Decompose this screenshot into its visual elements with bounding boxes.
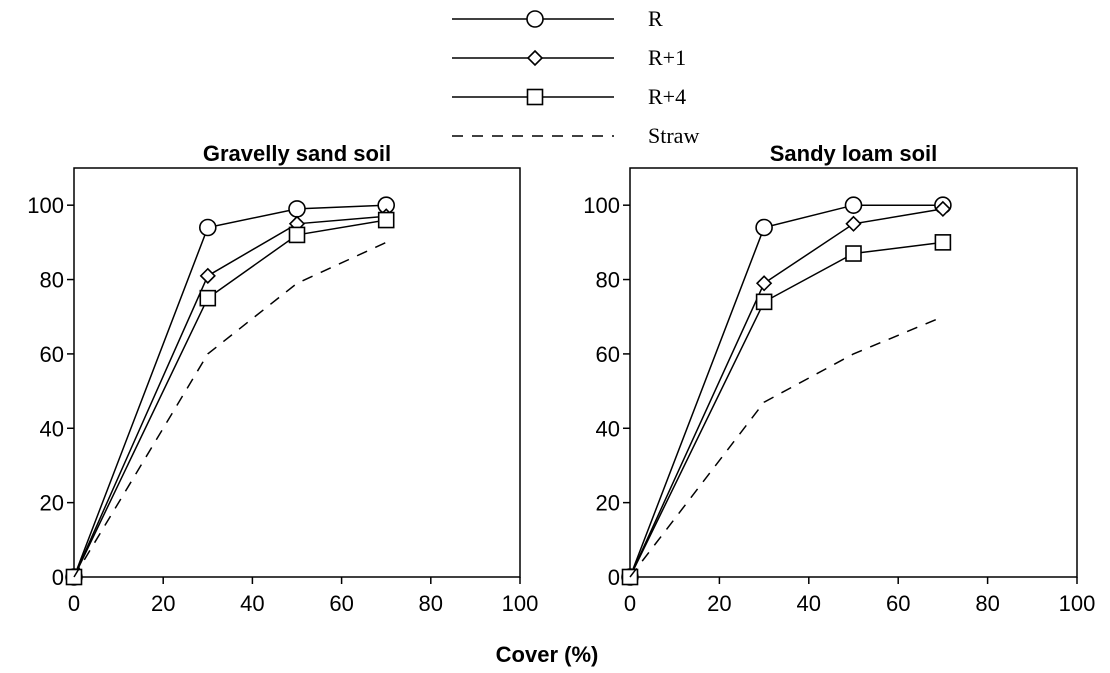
x-tick-label: 60: [886, 591, 910, 616]
series-line-r: [73, 204, 387, 578]
chart-panel-gravelly-sand: Gravelly sand soil 0 20 40 60 80 100 0 20 40 60 80 1…: [27, 141, 538, 616]
data-point-rplus1: [934, 200, 952, 218]
y-tick-label: 60: [40, 342, 64, 367]
data-point-r: [199, 218, 217, 237]
series-line-r: [629, 204, 943, 578]
legend-label-straw: Straw: [648, 123, 699, 148]
legend-label-rplus4: R+4: [648, 84, 686, 109]
data-point-r: [755, 218, 773, 237]
data-point-rplus4: [288, 226, 306, 244]
x-tick-label: 100: [502, 591, 539, 616]
series-line-rplus4: [629, 241, 943, 578]
y-tick-label: 0: [52, 565, 64, 590]
x-tick-label: 0: [624, 591, 636, 616]
x-tick-label: 40: [797, 591, 821, 616]
data-point-rplus1: [755, 275, 773, 292]
y-tick-label: 40: [596, 416, 620, 441]
x-tick-label: 0: [68, 591, 80, 616]
data-point-rplus1: [845, 215, 862, 232]
series-line-straw: [73, 241, 387, 578]
legend-label-r: R: [648, 6, 663, 31]
x-tick-label: 100: [1059, 591, 1096, 616]
shared-x-axis-label: Cover (%): [496, 642, 599, 667]
legend-marker-rplus4: [526, 88, 544, 106]
y-tick-label: 80: [596, 268, 620, 293]
x-tick-label: 40: [240, 591, 264, 616]
data-point-rplus4: [755, 293, 773, 311]
plot-frame: [629, 167, 1078, 578]
legend-label-rplus1: R+1: [648, 45, 686, 70]
legend-marker-rplus1: [526, 49, 544, 67]
plot-frame: [73, 167, 521, 578]
legend-marker-r: [526, 10, 544, 28]
series-line-rplus1: [629, 208, 944, 578]
data-point-rplus4: [845, 245, 862, 262]
x-tick-label: 60: [329, 591, 353, 616]
y-tick-label: 60: [596, 342, 620, 367]
y-tick-label: 20: [596, 491, 620, 516]
data-point-r: [288, 200, 306, 218]
y-tick-label: 100: [27, 193, 64, 218]
y-tick-label: 20: [40, 491, 64, 516]
chart-panel-sandy-loam: Sandy loam soil 0 20 40 60 80 100 0 20 40 60 80 100: [583, 141, 1095, 616]
chart-title: Sandy loam soil: [770, 141, 938, 166]
series-line-rplus1: [73, 215, 387, 578]
data-point-rplus4: [377, 211, 395, 229]
data-point-r: [844, 196, 863, 214]
x-tick-label: 80: [975, 591, 999, 616]
y-tick-label: 0: [608, 565, 620, 590]
y-tick-label: 40: [40, 416, 64, 441]
chart-title: Gravelly sand soil: [203, 141, 391, 166]
data-point-rplus4: [199, 289, 217, 307]
y-tick-label: 100: [583, 193, 620, 218]
x-tick-label: 20: [151, 591, 175, 616]
legend: R R+1 R+4 Straw: [452, 6, 699, 148]
data-point-rplus1: [199, 267, 216, 284]
series-line-rplus4: [73, 219, 387, 578]
y-tick-label: 80: [40, 268, 64, 293]
x-tick-label: 80: [419, 591, 443, 616]
x-tick-label: 20: [707, 591, 731, 616]
data-point-rplus4: [934, 234, 952, 251]
series-line-straw: [629, 316, 944, 578]
